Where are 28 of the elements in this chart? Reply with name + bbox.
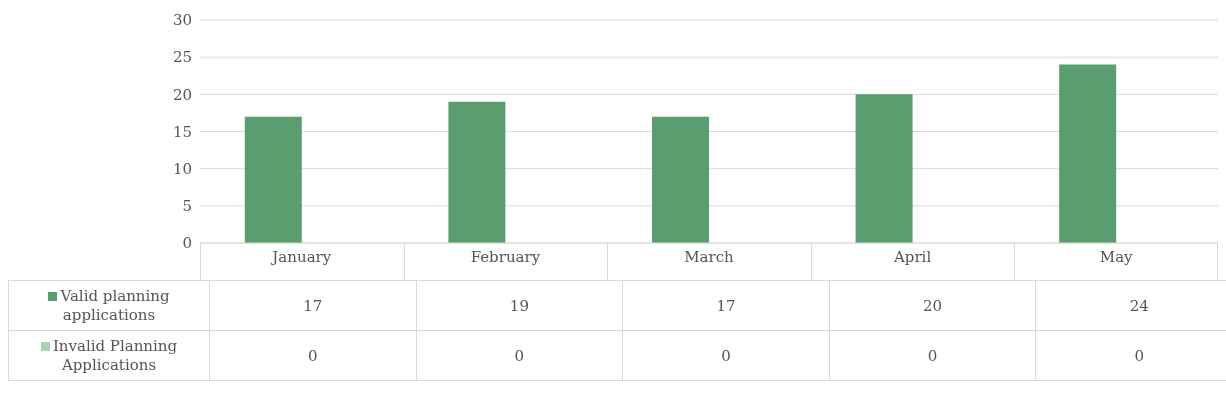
- legend-label: Invalid Planning Applications: [52, 336, 178, 374]
- data-label: 20: [829, 280, 1036, 331]
- y-tick-label: 15: [172, 122, 192, 141]
- bar: [855, 94, 913, 243]
- data-label: 0: [416, 330, 623, 381]
- data-label: 17: [622, 280, 830, 331]
- data-label: 24: [1035, 280, 1226, 331]
- data-label: 0: [829, 330, 1036, 381]
- x-tick-label: March: [684, 247, 735, 266]
- y-tick-label: 0: [182, 234, 192, 253]
- bar: [448, 101, 506, 243]
- x-tick-label: May: [1099, 247, 1134, 266]
- data-label: 0: [1035, 330, 1226, 381]
- x-tick-label: February: [470, 247, 541, 266]
- y-tick-label: 5: [182, 197, 192, 216]
- data-label: 17: [209, 280, 417, 331]
- legend-label: Valid planning applications: [60, 286, 170, 324]
- y-tick-label: 30: [172, 11, 192, 30]
- bar: [244, 116, 302, 243]
- x-tick-label: April: [893, 247, 932, 266]
- bar: [651, 116, 709, 243]
- data-label: 0: [622, 330, 830, 381]
- y-tick-label: 20: [172, 85, 192, 104]
- y-tick-label: 25: [172, 48, 192, 67]
- data-label: 19: [416, 280, 623, 331]
- y-tick-label: 10: [172, 159, 192, 178]
- x-tick-label: January: [270, 247, 332, 266]
- bar: [1059, 64, 1117, 243]
